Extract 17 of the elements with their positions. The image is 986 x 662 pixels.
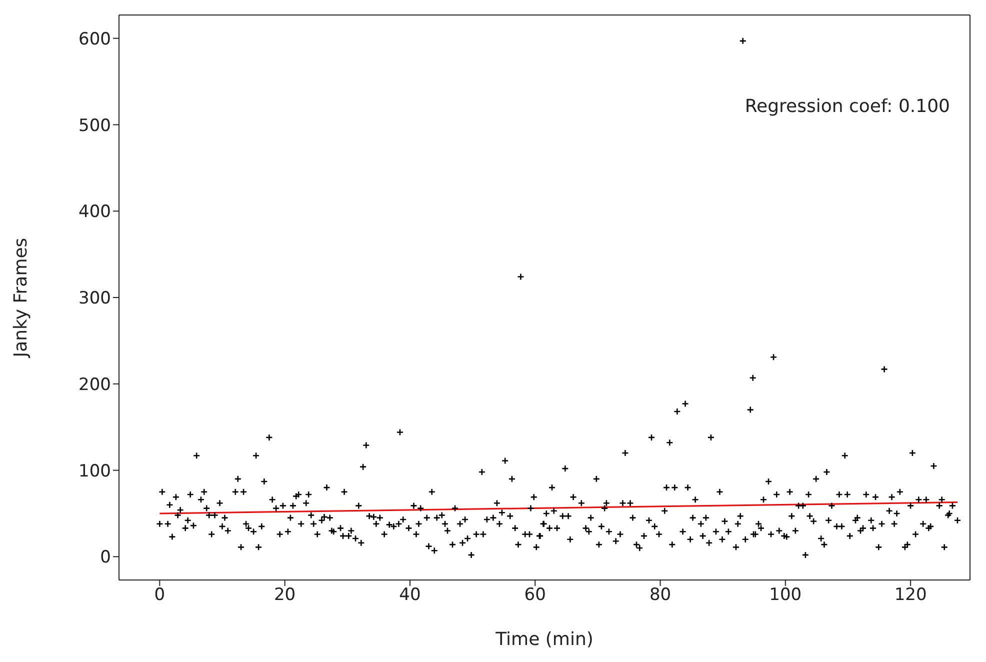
y-tick-label: 300 bbox=[78, 288, 111, 309]
x-axis-title: Time (min) bbox=[494, 629, 594, 650]
y-tick-label: 500 bbox=[78, 116, 111, 136]
x-tick-label: 20 bbox=[274, 585, 296, 606]
x-tick-label: 80 bbox=[649, 585, 672, 606]
x-tick-label: 40 bbox=[399, 585, 421, 606]
y-axis-title: Janky Frames bbox=[10, 238, 32, 358]
y-tick-label: 400 bbox=[78, 202, 111, 222]
x-tick-label: 60 bbox=[524, 585, 546, 606]
y-tick-label: 100 bbox=[78, 461, 111, 482]
x-tick-label: 100 bbox=[769, 585, 802, 606]
annotation: Regression coef: 0.100 bbox=[744, 96, 950, 117]
y-tick-label: 200 bbox=[78, 374, 111, 395]
x-tick-label: 0 bbox=[154, 585, 166, 606]
y-tick-label: 600 bbox=[78, 29, 111, 50]
x-tick-label: 120 bbox=[894, 585, 927, 606]
y-tick-label: 0 bbox=[100, 548, 111, 568]
